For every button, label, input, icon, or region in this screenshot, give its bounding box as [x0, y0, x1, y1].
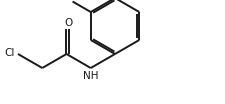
Text: NH: NH — [83, 71, 99, 81]
Text: Cl: Cl — [4, 48, 15, 58]
Text: O: O — [64, 18, 72, 28]
